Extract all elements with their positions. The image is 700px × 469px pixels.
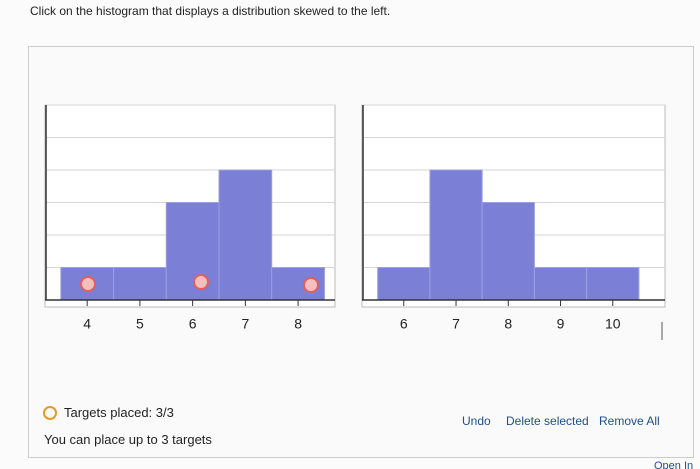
x-tick-label: 5 — [136, 316, 144, 332]
histogram-bar — [481, 202, 535, 301]
x-tick-label: 4 — [83, 316, 91, 332]
x-tick-label: 7 — [452, 316, 460, 332]
histogram-bar — [165, 202, 220, 301]
targets-status: Targets placed: 3/3 — [64, 405, 174, 420]
undo-button[interactable]: Undo — [462, 414, 491, 428]
histograms: 4 5 6 7 8 6 7 8 9 10 — [44, 104, 666, 332]
histogram-bar — [218, 169, 273, 301]
x-tick-label: 10 — [605, 316, 621, 332]
delete-selected-button[interactable]: Delete selected — [506, 414, 589, 428]
histogram-bar — [113, 267, 167, 301]
histogram-bar — [533, 267, 588, 301]
x-tick-label: 8 — [294, 316, 302, 332]
histogram-bar — [271, 267, 325, 301]
x-tick-label: 7 — [241, 316, 249, 332]
remove-all-button[interactable]: Remove All — [599, 414, 660, 428]
x-tick-label: 6 — [189, 316, 197, 332]
histogram-bar — [377, 267, 431, 301]
x-tick-label: 9 — [557, 316, 565, 332]
x-tick-label: 6 — [400, 316, 408, 332]
histogram-bar — [60, 267, 115, 301]
x-tick-label: 8 — [504, 316, 512, 332]
histogram-bar — [429, 169, 483, 301]
targets-limit: You can place up to 3 targets — [44, 432, 212, 447]
instruction: Click on the histogram that displays a d… — [30, 4, 391, 18]
histogram-bar — [586, 267, 640, 301]
open-in-link[interactable]: Open In — [654, 460, 694, 469]
